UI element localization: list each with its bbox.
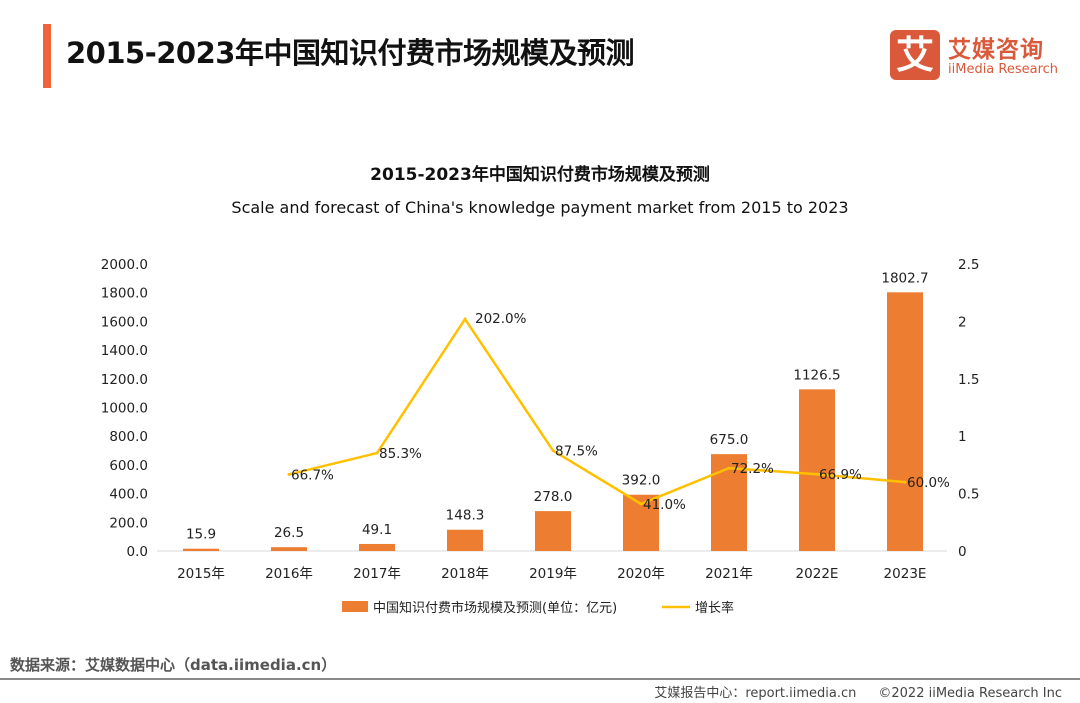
footer: 艾媒报告中心：report.iimedia.cn ©2022 iiMedia Re… xyxy=(632,682,1062,701)
right-tick-label: 1.5 xyxy=(958,372,979,388)
left-tick-label: 1800.0 xyxy=(101,286,148,302)
x-tick-label: 2020年 xyxy=(617,566,665,582)
right-tick-label: 0.5 xyxy=(958,487,979,503)
bar xyxy=(271,547,307,551)
growth-rate-line xyxy=(288,316,906,506)
right-tick-label: 2.5 xyxy=(958,257,979,273)
bar-data-label: 15.9 xyxy=(186,527,216,543)
bar-data-label: 148.3 xyxy=(446,508,485,524)
bar-data-label: 278.0 xyxy=(534,489,573,505)
left-tick-label: 400.0 xyxy=(109,487,148,503)
x-tick-label: 2019年 xyxy=(529,566,577,582)
left-tick-label: 1200.0 xyxy=(101,372,148,388)
bar-data-label: 1802.7 xyxy=(881,270,928,286)
copyright: ©2022 iiMedia Research Inc xyxy=(878,686,1062,701)
bar xyxy=(447,529,483,551)
title-accent-bar xyxy=(43,24,51,88)
growth-point xyxy=(815,472,819,476)
legend-line-label: 增长率 xyxy=(695,600,734,616)
report-link[interactable]: 艾媒报告中心：report.iimedia.cn xyxy=(654,686,857,701)
left-tick-label: 1600.0 xyxy=(101,314,148,330)
left-tick-label: 200.0 xyxy=(109,515,148,531)
growth-data-label: 60.0% xyxy=(907,475,950,491)
bar xyxy=(887,292,923,551)
legend-bar-swatch xyxy=(342,601,368,612)
left-tick-label: 2000.0 xyxy=(101,257,148,273)
chart-subtitle: Scale and forecast of China's knowledge … xyxy=(231,198,848,217)
growth-data-label: 87.5% xyxy=(555,444,598,460)
logo-cn: 艾媒咨询 xyxy=(948,37,1044,63)
growth-data-label: 202.0% xyxy=(475,311,527,327)
growth-data-label: 85.3% xyxy=(379,446,422,462)
x-tick-label: 2018年 xyxy=(441,566,489,582)
growth-point xyxy=(639,502,643,506)
divider xyxy=(0,678,1080,680)
growth-data-label: 66.7% xyxy=(291,467,334,483)
left-tick-label: 1000.0 xyxy=(101,401,148,417)
chart-title: 2015-2023年中国知识付费市场规模及预测 xyxy=(370,164,710,185)
left-tick-label: 600.0 xyxy=(109,458,148,474)
growth-data-label: 72.2% xyxy=(731,461,774,477)
growth-point xyxy=(551,449,555,453)
growth-point xyxy=(375,451,379,455)
right-tick-label: 2 xyxy=(958,314,967,330)
left-tick-label: 800.0 xyxy=(109,429,148,445)
logo: 艾 艾媒咨询 iiMedia Research xyxy=(890,30,1060,82)
growth-data-label: 66.9% xyxy=(819,467,862,483)
growth-point xyxy=(463,317,467,321)
legend-bar-label: 中国知识付费市场规模及预测(单位：亿元) xyxy=(373,600,617,616)
bar xyxy=(183,548,219,551)
x-tick-label: 2015年 xyxy=(177,566,225,582)
left-tick-label: 0.0 xyxy=(127,544,148,560)
bar-data-label: 392.0 xyxy=(622,473,661,489)
logo-en: iiMedia Research xyxy=(948,62,1059,77)
right-tick-label: 0 xyxy=(958,544,967,560)
bar xyxy=(535,511,571,551)
bar-data-label: 675.0 xyxy=(710,432,749,448)
bar-data-label: 26.5 xyxy=(274,525,304,541)
growth-point xyxy=(287,472,291,476)
growth-point xyxy=(903,480,907,484)
logo-mark: 艾 xyxy=(890,30,940,80)
page-title: 2015-2023年中国知识付费市场规模及预测 xyxy=(66,36,634,70)
x-tick-label: 2022E xyxy=(796,566,839,582)
growth-data-label: 41.0% xyxy=(643,497,686,513)
left-tick-label: 1400.0 xyxy=(101,343,148,359)
growth-point xyxy=(727,466,731,470)
bar xyxy=(359,543,395,551)
bar-data-label: 49.1 xyxy=(362,522,392,538)
right-tick-label: 1 xyxy=(958,429,967,445)
x-tick-label: 2017年 xyxy=(353,566,401,582)
data-source: 数据来源：艾媒数据中心（data.iimedia.cn） xyxy=(10,656,337,674)
x-tick-label: 2021年 xyxy=(705,566,753,582)
bar xyxy=(711,454,747,551)
bar-data-label: 1126.5 xyxy=(793,367,840,383)
bar xyxy=(799,389,835,551)
x-tick-label: 2023E xyxy=(884,566,927,582)
chart: 2015-2023年中国知识付费市场规模及预测 Scale and forecas… xyxy=(101,164,980,616)
x-tick-label: 2016年 xyxy=(265,566,313,582)
